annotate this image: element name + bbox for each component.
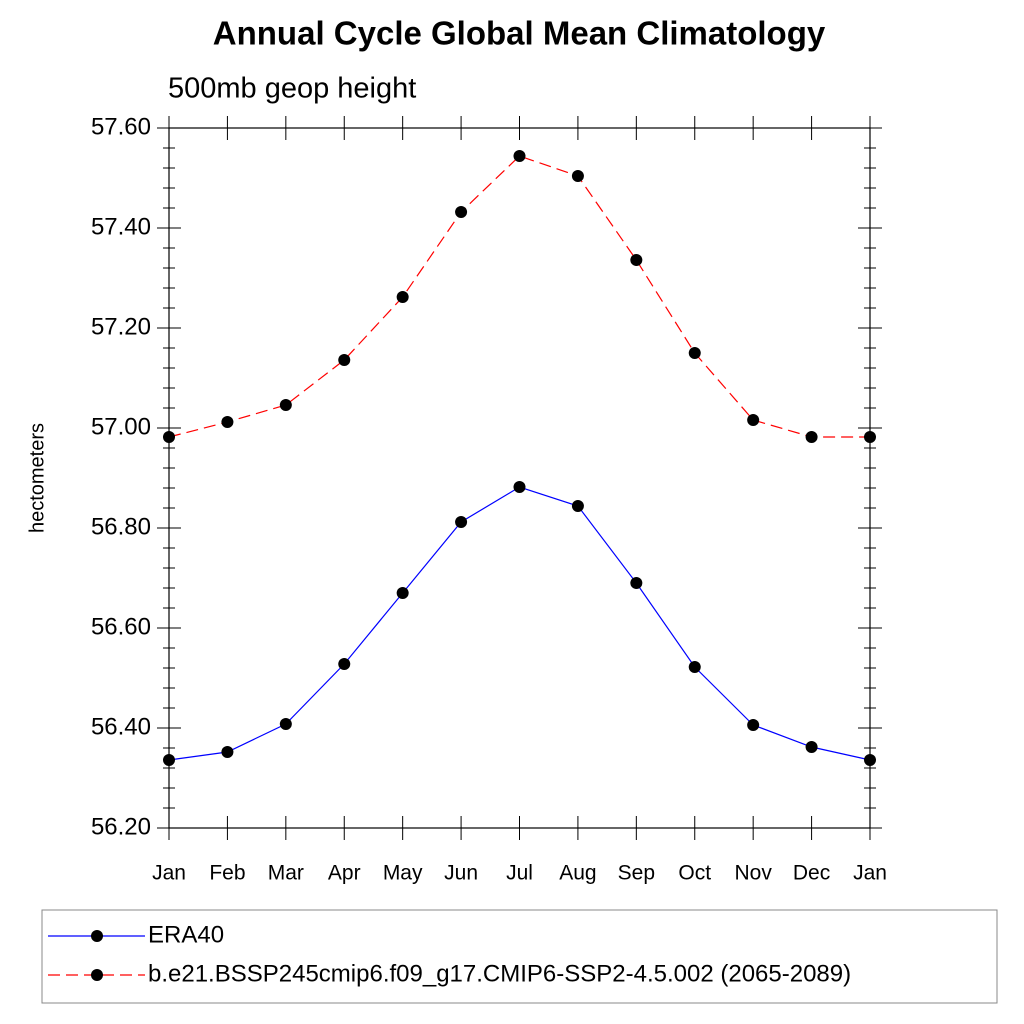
x-tick-label: Feb: [209, 862, 245, 885]
y-tick-label: 57.20: [91, 313, 151, 340]
y-tick-label: 56.60: [91, 613, 151, 640]
legend-label: ERA40: [148, 921, 224, 948]
data-point: [455, 206, 468, 218]
data-point: [747, 414, 760, 426]
data-point: [630, 577, 643, 589]
x-tick-label: May: [383, 862, 423, 885]
legend-marker: [91, 969, 103, 981]
x-tick-label: Jan: [152, 862, 186, 885]
x-tick-label: Aug: [559, 862, 596, 885]
x-tick-label: Mar: [268, 862, 304, 885]
y-tick-label: 56.40: [91, 713, 151, 740]
chart-subtitle: 500mb geop height: [168, 73, 416, 105]
x-tick-label: Sep: [618, 862, 655, 885]
data-point: [747, 719, 760, 731]
data-point: [163, 754, 175, 766]
legend-box: [41, 909, 998, 1004]
x-tick-label: Dec: [793, 862, 830, 885]
x-tick-label: Apr: [328, 862, 361, 885]
data-point: [396, 291, 409, 303]
x-tick-label: Nov: [734, 862, 772, 885]
data-point: [455, 516, 468, 528]
data-point: [688, 347, 701, 359]
y-tick-label: 56.20: [91, 813, 151, 840]
y-tick-label: 56.80: [91, 513, 151, 540]
data-point: [630, 254, 643, 266]
data-point: [163, 431, 175, 443]
x-tick-label: Jul: [506, 862, 533, 885]
y-axis-label: hectometers: [26, 423, 48, 533]
y-tick-label: 57.00: [91, 413, 151, 440]
legend-label: b.e21.BSSP245cmip6.f09_g17.CMIP6-SSP2-4.…: [148, 960, 851, 987]
data-point: [864, 754, 876, 766]
y-tick-label: 57.60: [91, 113, 151, 140]
data-point: [571, 500, 584, 512]
data-point: [338, 354, 351, 366]
chart-title: Annual Cycle Global Mean Climatology: [213, 15, 826, 52]
data-point: [864, 431, 876, 443]
data-point: [279, 718, 292, 730]
data-point: [805, 741, 818, 753]
legend-marker: [91, 930, 103, 942]
data-point: [688, 661, 701, 673]
data-point: [513, 150, 526, 162]
data-point: [805, 431, 818, 443]
data-point: [396, 587, 409, 599]
data-point: [571, 170, 584, 182]
x-tick-label: Jan: [853, 862, 887, 885]
data-point: [513, 481, 526, 493]
data-point: [338, 658, 351, 670]
x-tick-label: Jun: [444, 862, 478, 885]
y-tick-label: 57.40: [91, 213, 151, 240]
data-point: [221, 416, 234, 428]
data-point: [279, 399, 292, 411]
data-point: [221, 746, 234, 758]
x-tick-label: Oct: [678, 862, 711, 885]
